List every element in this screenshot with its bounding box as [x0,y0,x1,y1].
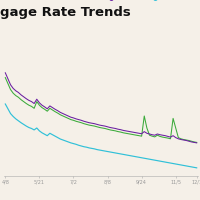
Text: gage Rate Trends: gage Rate Trends [0,6,131,19]
Legend: 30 YEAR FIRM, 15 YEAR FIRM: 30 YEAR FIRM, 15 YEAR FIRM [108,0,195,1]
